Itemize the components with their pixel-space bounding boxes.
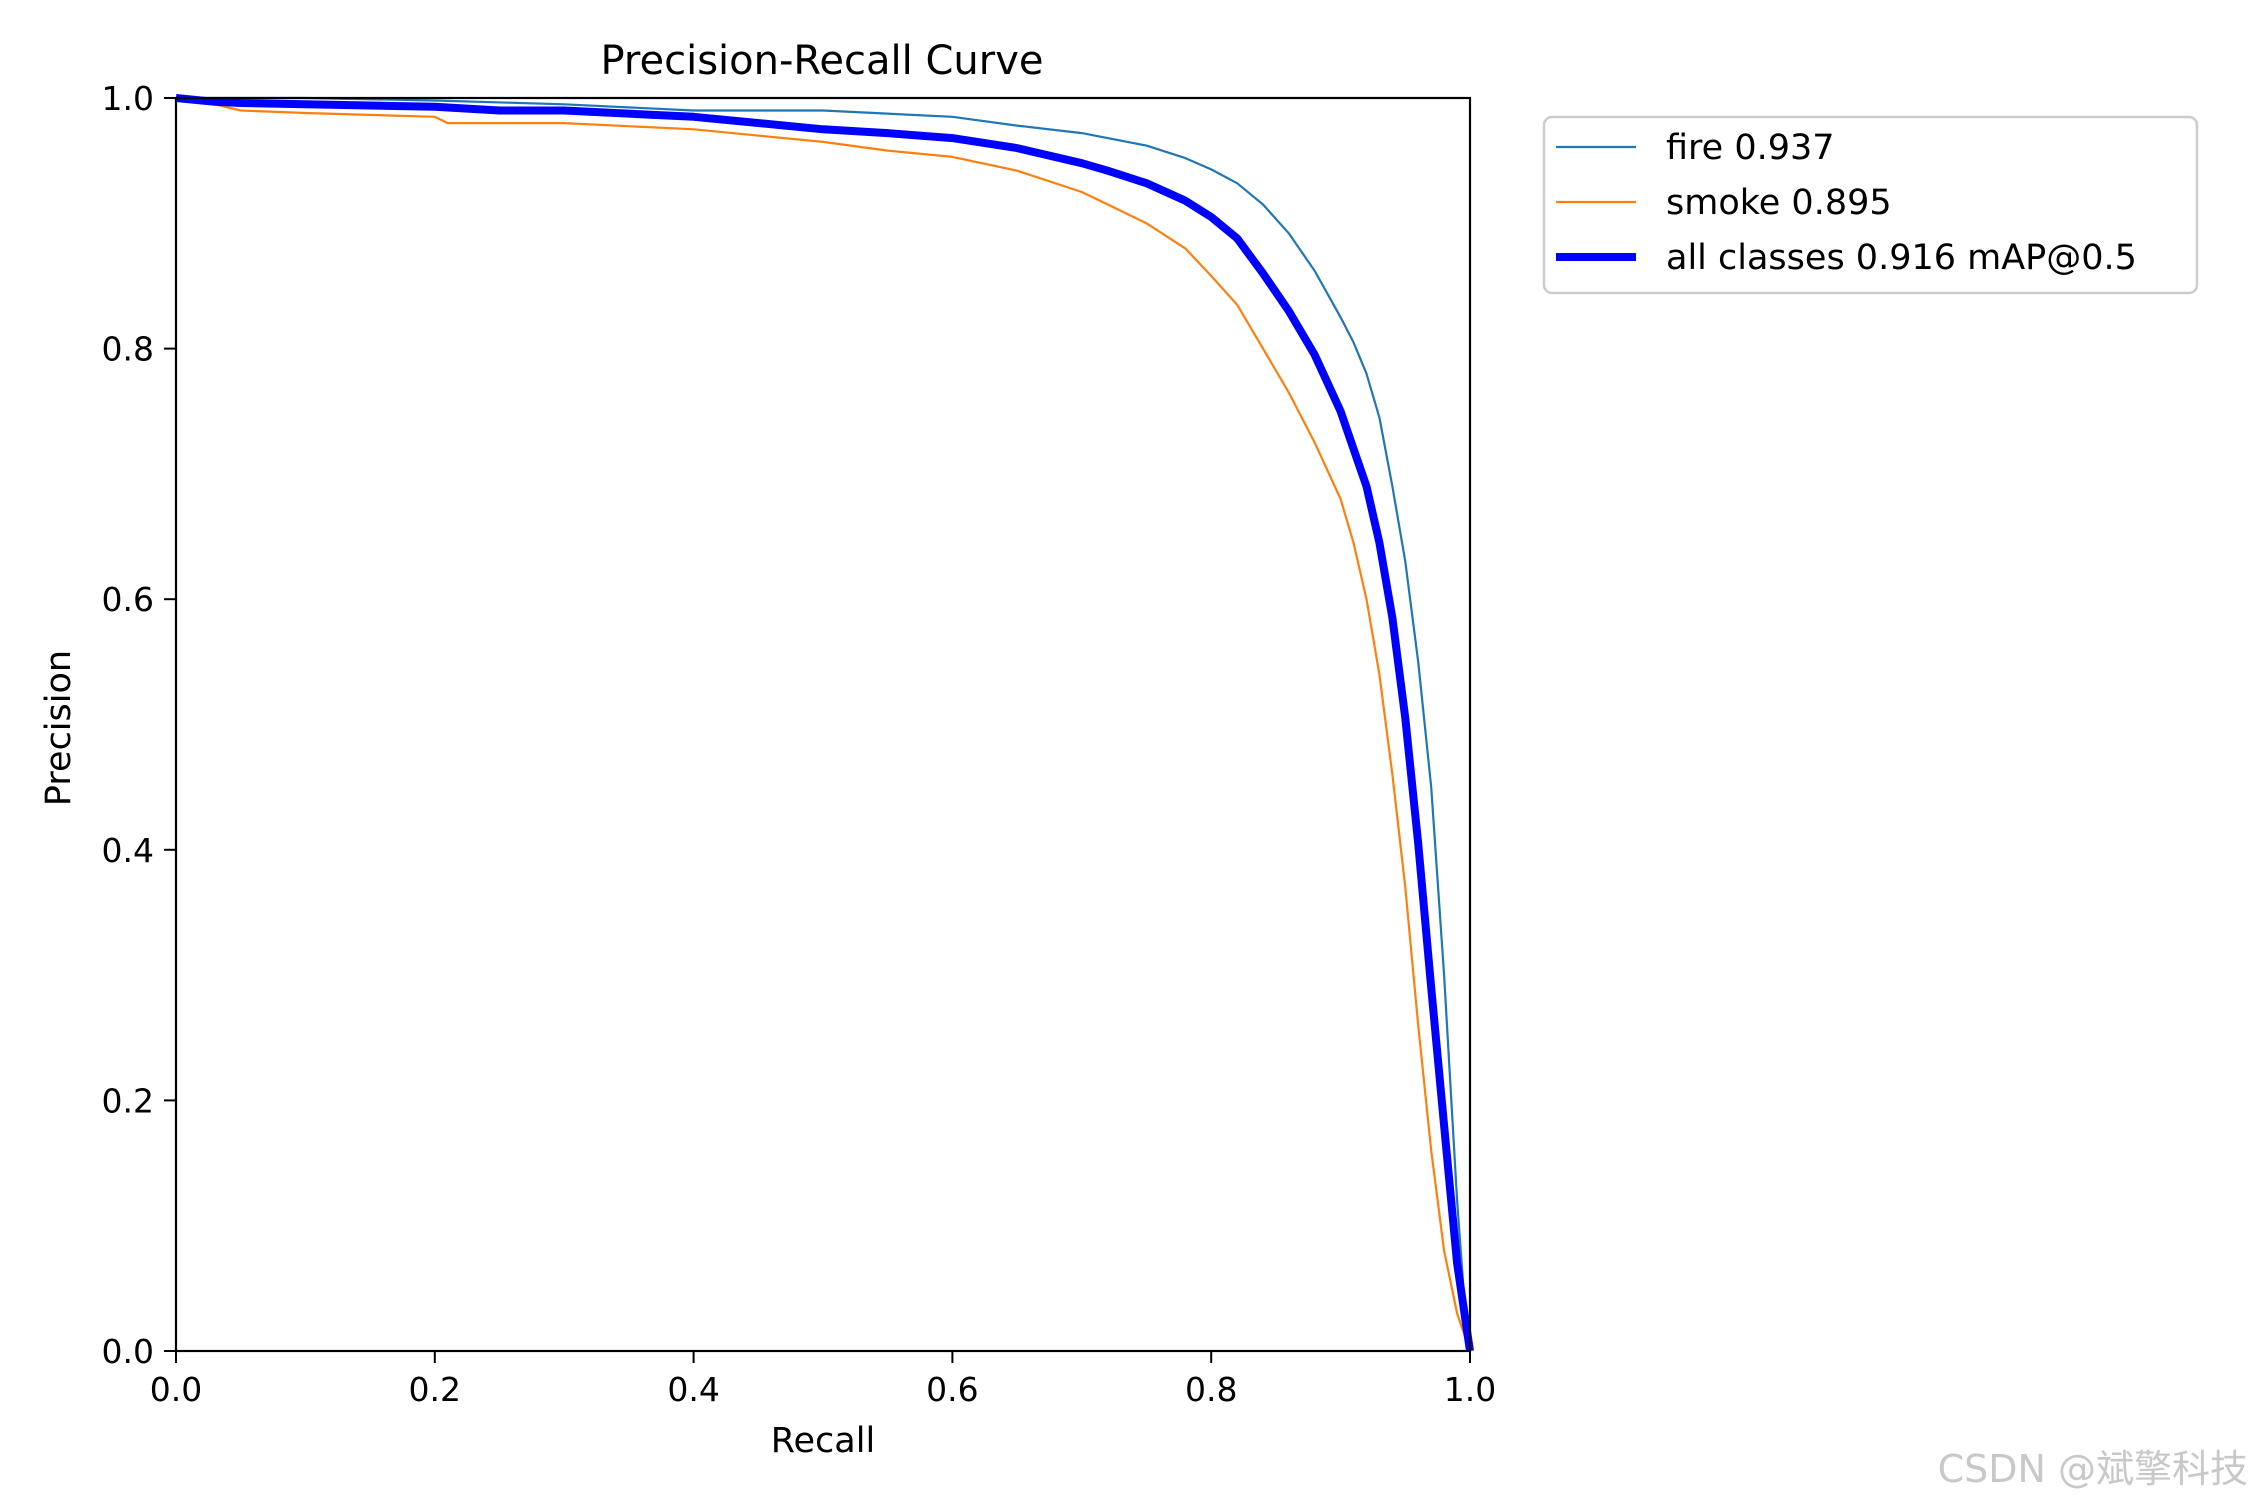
series-line-1	[175, 96, 1472, 1352]
series-lines	[175, 94, 1474, 1352]
x-axis-ticks: 0.0 0.2 0.4 0.6 0.8 1.0	[150, 1351, 1496, 1409]
plot-area	[175, 94, 1474, 1352]
chart-legend: fire 0.937 smoke 0.895 all classes 0.916 m…	[1542, 115, 2199, 295]
y-tick-label: 0.0	[102, 1332, 154, 1371]
legend-entries: fire 0.937 smoke 0.895 all classes 0.916 m…	[1556, 128, 2137, 278]
y-axis-ticks: 0.0 0.2 0.4 0.6 0.8 1.0	[102, 79, 176, 1371]
plot-frame	[174, 96, 1472, 1353]
chart-title: Precision-Recall Curve	[601, 38, 1044, 84]
legend-label: fire 0.937	[1666, 128, 1835, 168]
y-tick-label: 0.8	[102, 330, 154, 369]
y-tick-label: 0.4	[102, 831, 154, 870]
x-tick-label: 0.0	[150, 1370, 202, 1409]
watermark: CSDN @斌擎科技	[1938, 1447, 2248, 1491]
x-tick-label: 0.8	[1185, 1370, 1237, 1409]
x-tick-label: 0.6	[926, 1370, 978, 1409]
x-axis-label: Recall	[771, 1421, 875, 1461]
x-tick-label: 0.2	[409, 1370, 461, 1409]
y-tick-label: 0.2	[102, 1081, 154, 1120]
legend-label: smoke 0.895	[1666, 183, 1892, 223]
legend-label: all classes 0.916 mAP@0.5	[1666, 238, 2137, 278]
series-line-2	[175, 94, 1474, 1352]
y-axis-label: Precision	[39, 650, 79, 806]
series-line-0	[176, 96, 1472, 1352]
y-tick-label: 0.6	[102, 580, 154, 619]
x-tick-label: 1.0	[1444, 1370, 1496, 1409]
x-tick-label: 0.4	[667, 1370, 719, 1409]
y-tick-label: 1.0	[102, 79, 154, 118]
legend-box	[1542, 115, 2199, 295]
